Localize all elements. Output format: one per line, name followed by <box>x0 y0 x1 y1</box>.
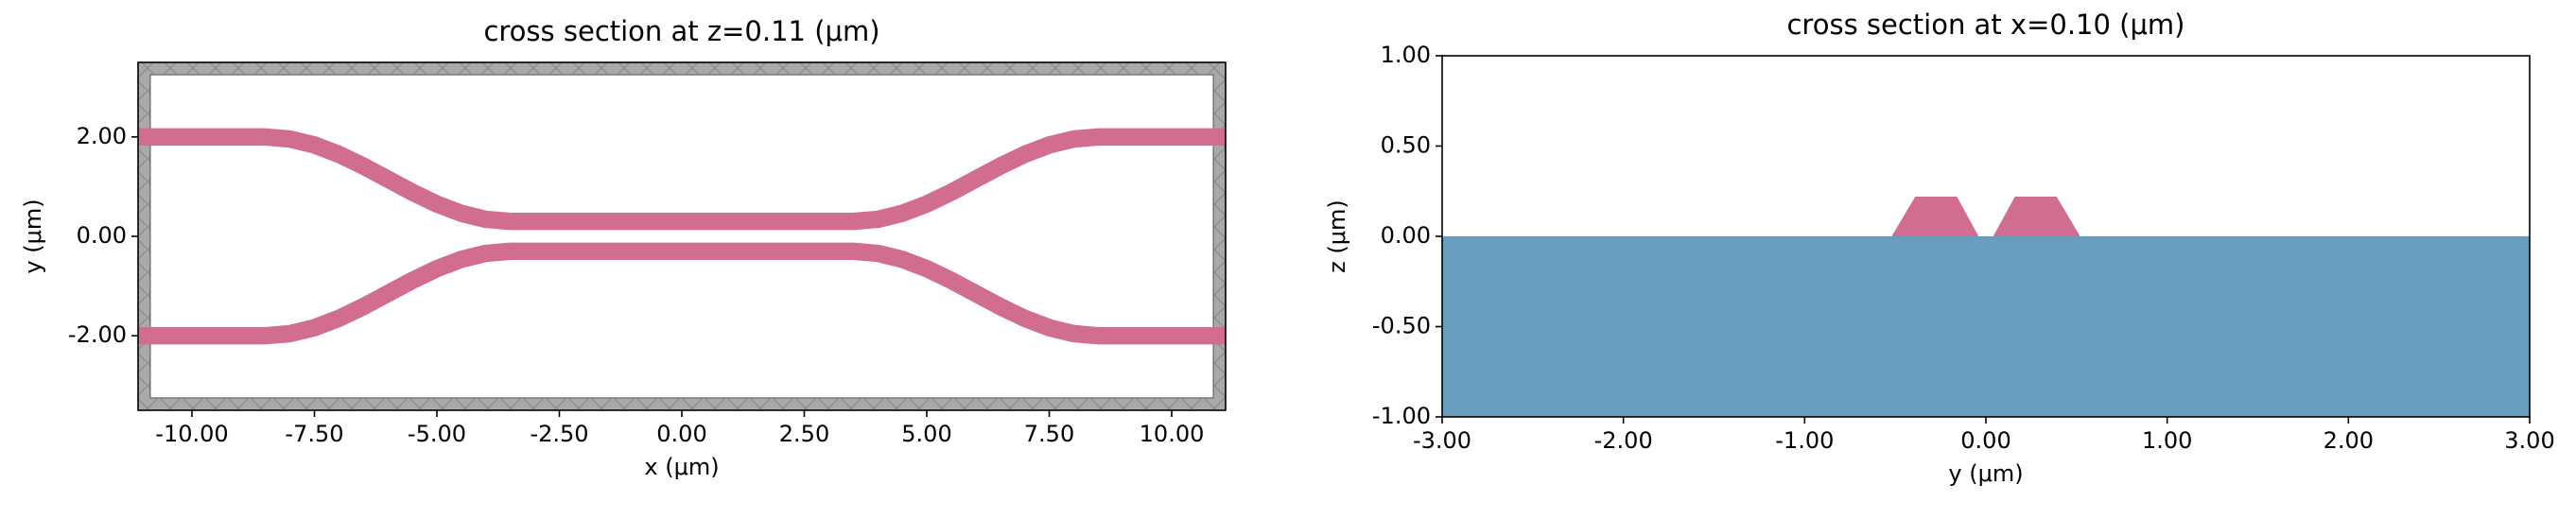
x-axis-label: x (μm) <box>644 454 719 480</box>
x-tick-label: 7.50 <box>1024 421 1074 447</box>
x-tick-label: 5.00 <box>901 421 951 447</box>
waveguide <box>138 242 1226 345</box>
y-tick-label: 2.00 <box>77 123 127 149</box>
plot-area <box>1442 196 2530 417</box>
plot-area <box>138 62 1226 410</box>
x-tick-label: 10.00 <box>1140 421 1205 447</box>
y-tick-label: -2.00 <box>68 321 127 348</box>
x-tick-label: 0.00 <box>656 421 706 447</box>
pml-hatch <box>138 62 1226 410</box>
chart-title: cross section at z=0.11 (μm) <box>483 15 879 47</box>
axes-frame <box>137 61 1227 411</box>
y-tick-label: -0.50 <box>1372 313 1431 339</box>
structure <box>1891 196 1979 236</box>
x-tick-label: -1.00 <box>1775 427 1834 454</box>
y-tick-label: 1.00 <box>1381 42 1431 68</box>
y-tick-label: 0.00 <box>1381 222 1431 249</box>
y-tick-label: -1.00 <box>1372 403 1431 429</box>
x-tick-label: -3.00 <box>1413 427 1471 454</box>
x-tick-label: 3.00 <box>2504 427 2554 454</box>
x-tick-label: 0.00 <box>1960 427 2010 454</box>
x-tick-label: 2.00 <box>2324 427 2374 454</box>
x-tick-label: 1.00 <box>2142 427 2192 454</box>
x-tick-label: 2.50 <box>779 421 829 447</box>
x-tick-label: -2.50 <box>530 421 588 447</box>
waveguide <box>138 128 1226 231</box>
y-axis-label: z (μm) <box>1324 199 1350 273</box>
pml-frame <box>138 62 1226 410</box>
x-tick-label: -2.00 <box>1594 427 1653 454</box>
x-tick-label: -5.00 <box>408 421 466 447</box>
structure <box>1993 196 2080 236</box>
structure <box>1442 236 2530 417</box>
y-axis-label: y (μm) <box>20 199 46 273</box>
x-tick-label: -7.50 <box>285 421 343 447</box>
x-axis-label: y (μm) <box>1948 460 2023 487</box>
y-tick-label: 0.50 <box>1381 132 1431 159</box>
x-tick-label: -10.00 <box>155 421 228 447</box>
chart-title: cross section at x=0.10 (μm) <box>1786 9 2184 41</box>
pml-edge <box>149 74 1214 399</box>
y-tick-label: 0.00 <box>77 222 127 249</box>
